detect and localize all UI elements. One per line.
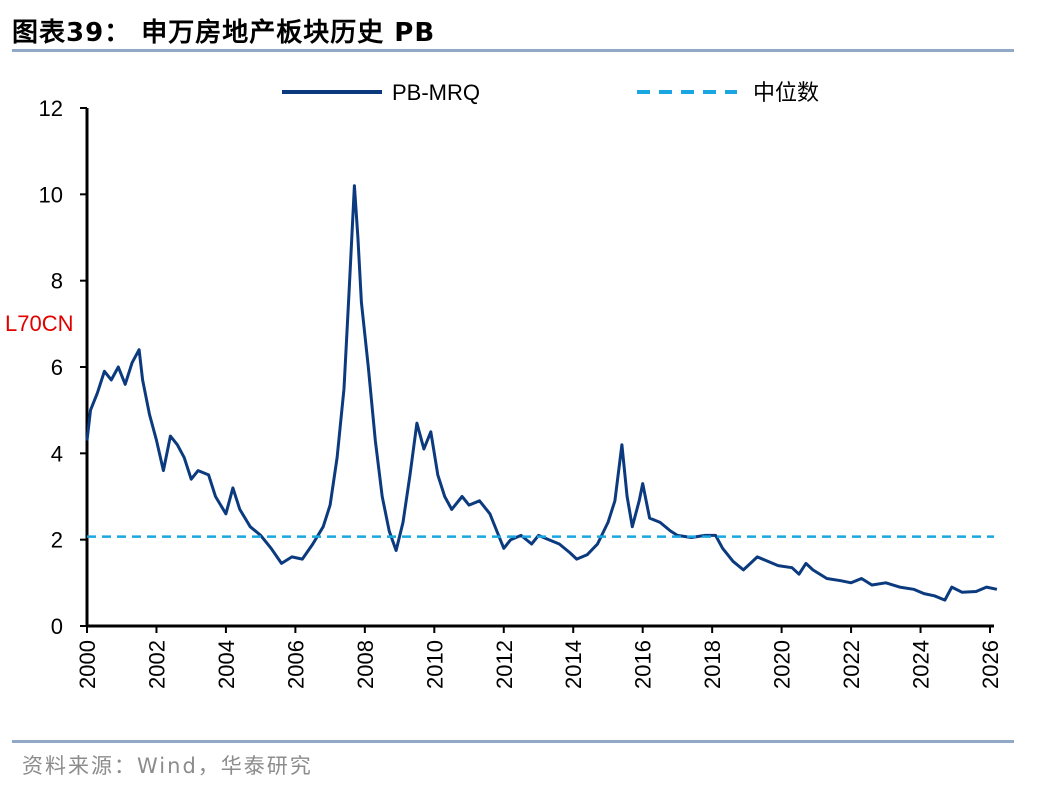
y-tick-label: 12 bbox=[39, 96, 63, 121]
legend: PB-MRQ 中位数 bbox=[282, 80, 819, 105]
x-tick-label: 2014 bbox=[561, 640, 586, 689]
x-tick-label: 2010 bbox=[422, 640, 447, 689]
legend-label-median: 中位数 bbox=[753, 80, 819, 105]
legend-label-pb: PB-MRQ bbox=[392, 80, 480, 105]
x-tick-label: 2008 bbox=[353, 640, 378, 689]
y-tick-label: 2 bbox=[51, 528, 63, 553]
x-tick-label: 2004 bbox=[214, 640, 239, 689]
series-line-pb-mrq bbox=[85, 184, 998, 602]
x-tick-label: 2026 bbox=[978, 640, 1003, 689]
x-tick-label: 2012 bbox=[492, 640, 517, 689]
x-tick-label: 2016 bbox=[631, 640, 656, 689]
source-note: 资料来源：Wind，华泰研究 bbox=[22, 754, 313, 778]
y-tick-label: 6 bbox=[51, 355, 63, 380]
y-tick-label: 4 bbox=[51, 441, 63, 466]
y-tick-label: 0 bbox=[51, 614, 63, 639]
x-tick-label: 2000 bbox=[75, 640, 100, 689]
x-tick-label: 2002 bbox=[144, 640, 169, 689]
x-tick-label: 2020 bbox=[770, 640, 795, 689]
x-tick-label: 2022 bbox=[839, 640, 864, 689]
figure-title: 图表39： 申万房地产板块历史 PB bbox=[12, 18, 436, 48]
y-tick-label: 8 bbox=[51, 269, 63, 294]
bottom-separator bbox=[12, 740, 1014, 743]
x-tick-label: 2018 bbox=[700, 640, 725, 689]
y-tick-label: 10 bbox=[39, 182, 63, 207]
overlay-label: L70CN bbox=[5, 311, 74, 336]
x-tick-label: 2006 bbox=[283, 640, 308, 689]
top-separator bbox=[12, 49, 1014, 52]
x-tick-label: 2024 bbox=[909, 640, 934, 689]
